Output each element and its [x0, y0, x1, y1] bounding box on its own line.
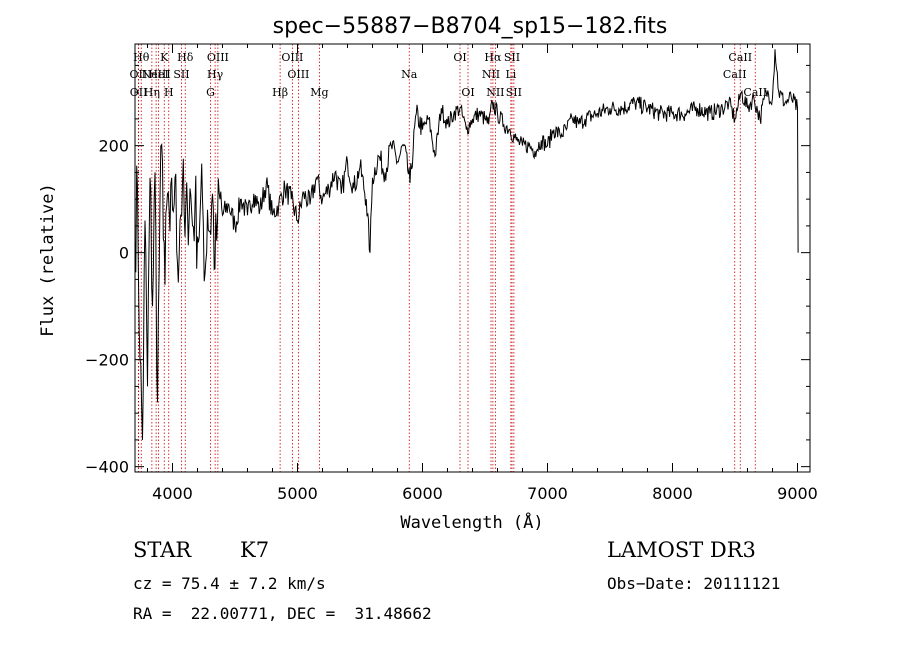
- spectral-line-label: SII: [173, 68, 189, 81]
- x-axis: 4000 5000 6000 7000 8000 9000: [147, 44, 818, 503]
- spectral-line-label: G: [206, 86, 215, 99]
- spectral-line-label: OI: [453, 51, 466, 64]
- y-tick-label: −400: [85, 458, 129, 477]
- x-tick-label: 8000: [652, 484, 693, 503]
- observation-date: Obs−Date: 20111121: [607, 574, 781, 593]
- spectral-line-label: NII: [486, 86, 504, 99]
- spectral-line-label: Hβ: [272, 86, 288, 99]
- spectral-line-label: H: [164, 86, 174, 99]
- coordinates-readout: RA = 22.00771, DEC = 31.48662: [133, 604, 432, 623]
- spectral-line-label: CaII: [743, 86, 767, 99]
- chart-title: spec−55887−B8704_sp15−182.fits: [273, 14, 668, 39]
- spectral-line-label: OI: [461, 86, 474, 99]
- spectral-line-label: OII: [130, 86, 148, 99]
- spectral-line-label: NII: [482, 68, 500, 81]
- y-tick-label: 200: [98, 137, 129, 156]
- survey-name: LAMOST DR3: [607, 538, 756, 562]
- spectral-line-label: SII: [504, 51, 520, 64]
- spectral-line-label: OII: [130, 68, 148, 81]
- spectral-line-label: Mg: [310, 86, 328, 99]
- x-tick-label: 9000: [777, 484, 818, 503]
- spectral-line-label: OIII: [281, 51, 303, 64]
- spectral-line-label: Na: [401, 68, 418, 81]
- spectral-line-label: OIII: [207, 51, 229, 64]
- spectral-line-label: Hη: [144, 86, 160, 99]
- y-tick-label: 0: [119, 244, 129, 263]
- spectral-line-label: Li: [505, 68, 516, 81]
- spectral-line-label: OIII: [287, 68, 309, 81]
- x-axis-label: Wavelength (Å): [400, 511, 543, 533]
- spectrum-line: [134, 49, 799, 440]
- spectral-line-label: HeI: [148, 68, 168, 81]
- x-tick-label: 7000: [527, 484, 568, 503]
- spectral-line-markers: [137, 44, 756, 472]
- spectrum-series: [134, 49, 799, 440]
- object-class: STAR: [133, 538, 192, 562]
- spectral-line-label: Hα: [484, 51, 502, 64]
- redshift-readout: cz = 75.4 ± 7.2 km/s: [133, 574, 326, 593]
- y-axis: −400 −200 0 200: [85, 64, 810, 477]
- spectral-line-label: CaII: [723, 68, 747, 81]
- spectral-line-label: NeIII: [142, 68, 171, 81]
- spectral-line-label: Hδ: [177, 51, 194, 64]
- x-tick-label: 5000: [277, 484, 318, 503]
- y-tick-label: −200: [85, 351, 129, 370]
- spectral-line-label: SII: [506, 86, 522, 99]
- spectral-line-label: CaII: [728, 51, 752, 64]
- spectral-line-label: Hθ: [133, 51, 150, 64]
- spectral-line-label: K: [160, 51, 169, 64]
- x-tick-label: 4000: [152, 484, 193, 503]
- spectral-line-label: Hγ: [207, 68, 224, 81]
- y-axis-label: Flux (relative): [38, 183, 58, 337]
- x-tick-label: 6000: [402, 484, 443, 503]
- object-subclass: K7: [240, 538, 270, 562]
